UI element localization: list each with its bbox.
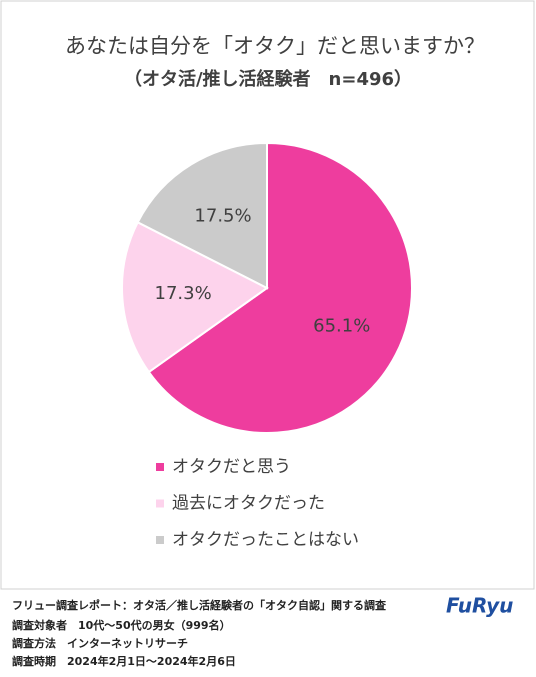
chart-subtitle: （オタ活/推し活経験者 n=496） [124,68,412,90]
legend-label: 過去にオタクだった [172,494,325,514]
footer-line: 調査方法 インターネットリサーチ [12,636,188,650]
footer-line: フリュー調査レポート：オタ活／推し活経験者の「オタク自認」関する調査 [12,598,386,612]
logo: FuRyu [446,594,513,618]
legend-label: オタクだったことはない [172,530,359,550]
value-label: 17.5% [194,205,251,226]
pie-slice [121,220,269,374]
pie: 65.1% 17.3% 17.5% [121,141,413,434]
legend-swatch [156,536,164,544]
footer-line: 調査対象者 10代～50代の男女（999名） [12,618,231,632]
legend-swatch [156,499,164,508]
chart-title: あなたは自分を「オタク」だと思いますか？ [65,34,485,58]
value-label: 65.1% [313,316,370,337]
pie-slice [147,141,413,434]
footer-line: 調査時期 2024年2月1日～2024年2月6日 [12,654,236,668]
legend-label: オタクだと思う [172,457,291,477]
pie-slice [136,141,268,290]
legend-swatch [156,463,164,471]
value-label: 17.3% [155,283,212,304]
